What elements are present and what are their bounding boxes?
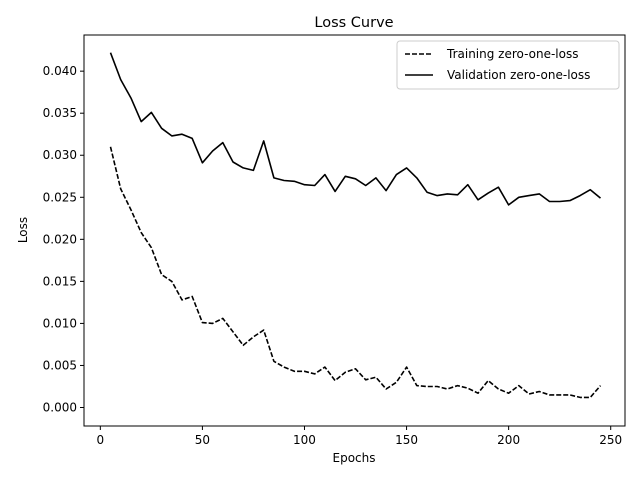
x-axis-label: Epochs [333,451,376,465]
x-tick-label: 250 [599,433,622,447]
y-tick-label: 0.040 [43,64,77,78]
y-tick-label: 0.010 [43,316,77,330]
y-tick-label: 0.000 [43,401,77,415]
legend: Training zero-one-loss Validation zero-o… [396,40,620,90]
y-tick-label: 0.005 [43,358,77,372]
y-tick-label: 0.025 [43,190,77,204]
plot-frame [83,34,626,427]
x-axis-ticks: 0 50 100 150 200 250 [97,426,622,447]
chart-title: Loss Curve [314,15,393,31]
y-axis-ticks: 0.000 0.005 0.010 0.015 0.020 0.025 0.030 0.035… [43,64,84,415]
y-tick-label: 0.035 [43,106,77,120]
x-tick-label: 0 [97,433,105,447]
legend-label-training: Training zero-one-loss [446,47,578,61]
y-tick-label: 0.020 [43,232,77,246]
legend-box [396,40,620,90]
validation-loss-line [109,52,602,206]
y-axis-label: Loss [16,217,30,243]
x-tick-label: 50 [195,433,210,447]
series-layer [109,52,602,399]
x-tick-label: 150 [395,433,418,447]
y-tick-label: 0.030 [43,148,77,162]
legend-label-validation: Validation zero-one-loss [447,68,590,82]
x-tick-label: 100 [293,433,316,447]
x-tick-label: 200 [497,433,520,447]
y-tick-label: 0.015 [43,274,77,288]
plot-area [84,35,625,426]
training-loss-line [109,146,602,399]
